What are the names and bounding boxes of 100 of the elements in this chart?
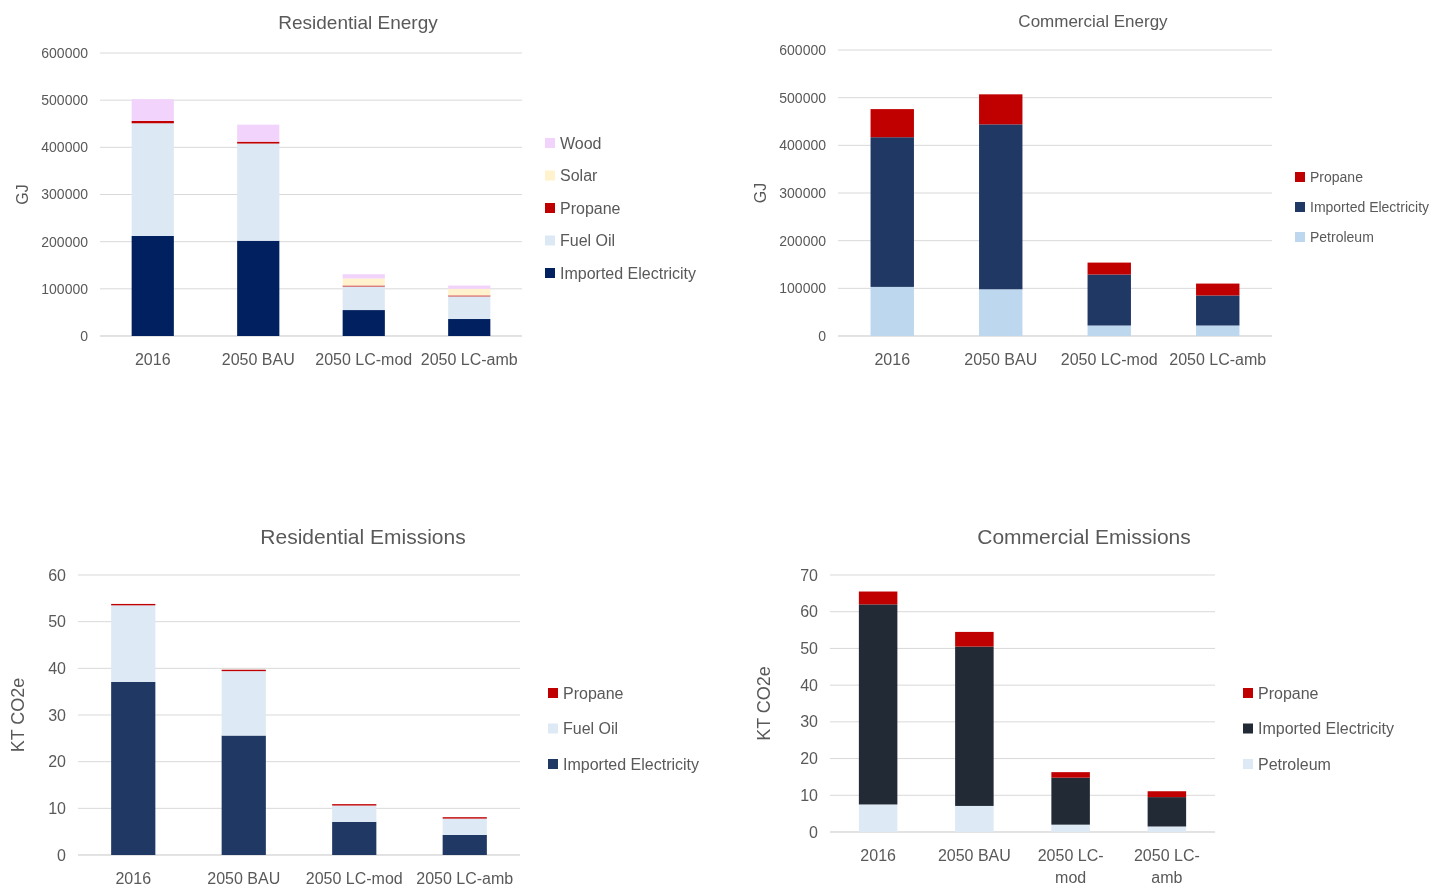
bar (237, 124, 280, 142)
y-tick-label: 40 (800, 676, 819, 694)
chart-title: Commercial Emissions (977, 525, 1191, 549)
legend-label: Imported Electricity (1258, 720, 1395, 738)
bar (1196, 283, 1240, 296)
legend-label: Imported Electricity (560, 264, 697, 282)
legend-label: Petroleum (1258, 755, 1331, 773)
bar (955, 631, 994, 647)
y-axis-title: KT CO2e (754, 666, 774, 741)
bar (1147, 791, 1187, 798)
x-tick-label: 2016 (874, 351, 911, 368)
bar (221, 735, 266, 855)
x-tick-label: 2016 (860, 847, 897, 864)
y-tick-label: 10 (800, 786, 819, 804)
y-tick-label: 30 (800, 713, 819, 731)
legend-label: Fuel Oil (560, 232, 616, 250)
x-tick-label: 2050 LC-mod (315, 351, 413, 368)
chart-title: Commercial Energy (1018, 11, 1169, 31)
y-tick-label: 40 (48, 659, 67, 677)
y-tick-label: 200000 (779, 232, 827, 249)
y-tick-label: 100000 (779, 280, 827, 297)
bar (221, 671, 266, 736)
bar (870, 109, 914, 138)
legend-label: Petroleum (1310, 228, 1374, 245)
bar (332, 805, 377, 822)
x-tick-label: 2050 LC-mod (1037, 847, 1104, 886)
bar (131, 236, 174, 336)
y-tick-label: 20 (800, 750, 819, 768)
bar (1196, 325, 1240, 336)
y-tick-label: 20 (48, 753, 67, 771)
x-tick-label: 2050 BAU (937, 847, 1011, 864)
y-tick-label: 300000 (779, 184, 827, 201)
bar (1087, 274, 1131, 326)
y-tick-label: 500000 (41, 92, 89, 109)
y-tick-label: 30 (48, 706, 67, 724)
x-tick-label: 2050 BAU (221, 351, 295, 368)
legend-label: Wood (560, 134, 602, 152)
y-tick-label: 200000 (41, 233, 89, 250)
bar (1147, 826, 1187, 832)
y-tick-label: 400000 (41, 139, 89, 156)
y-tick-label: 50 (800, 640, 819, 658)
y-tick-label: 0 (80, 327, 89, 344)
bar (979, 289, 1023, 336)
chart-title: Residential Energy (278, 11, 439, 33)
bar (111, 681, 156, 855)
bar (131, 99, 174, 121)
x-tick-label: 2050 LC-amb (420, 351, 518, 368)
x-tick-label: 2016 (134, 351, 171, 368)
bar (955, 646, 994, 806)
y-tick-label: 100000 (41, 280, 89, 297)
legend-label: Propane (563, 684, 624, 702)
bar (342, 310, 385, 336)
bar (342, 274, 385, 279)
bar (858, 804, 898, 832)
bar (448, 288, 491, 296)
x-tick-label: 2016 (115, 870, 152, 886)
x-tick-label: 2050 LC-mod (305, 870, 403, 886)
y-tick-label: 10 (48, 799, 67, 817)
bar (979, 94, 1023, 125)
x-tick-label: 2050 LC-amb (1133, 847, 1200, 886)
chart-title: Residential Emissions (260, 525, 466, 549)
bar (342, 286, 385, 311)
bar (131, 123, 174, 237)
legend-label: Imported Electricity (563, 755, 700, 773)
bar (448, 319, 491, 336)
legend-label: Propane (560, 199, 621, 217)
x-tick-label: 2050 LC-amb (416, 870, 514, 886)
y-tick-label: 300000 (41, 186, 89, 203)
y-tick-label: 600000 (779, 41, 827, 58)
y-tick-label: 0 (809, 823, 819, 841)
y-tick-label: 50 (48, 613, 67, 631)
x-tick-label: 2050 LC-mod (1060, 351, 1158, 368)
bar (1051, 824, 1090, 832)
bar (870, 286, 914, 336)
bar (448, 285, 491, 289)
y-tick-label: 0 (818, 327, 827, 344)
bar (1051, 777, 1090, 825)
bar (448, 296, 491, 320)
bar (1196, 295, 1240, 326)
legend-label: Solar (560, 167, 599, 185)
bar (858, 591, 898, 605)
x-tick-label: 2050 LC-amb (1169, 351, 1267, 368)
bar (342, 278, 385, 286)
bar (442, 818, 487, 835)
y-tick-label: 400000 (779, 137, 827, 154)
bar (442, 834, 487, 855)
y-axis-title: GJ (752, 182, 769, 204)
bar (1147, 797, 1187, 827)
legend-label: Imported Electricity (1310, 198, 1430, 215)
bar (955, 805, 994, 832)
bar (979, 124, 1023, 290)
y-tick-label: 60 (48, 566, 67, 584)
x-tick-label: 2050 BAU (964, 351, 1038, 368)
bar (111, 605, 156, 682)
legend-label: Propane (1258, 684, 1319, 702)
y-tick-label: 70 (800, 566, 819, 584)
legend-label: Fuel Oil (563, 720, 619, 738)
y-tick-label: 600000 (41, 44, 89, 61)
bar (858, 604, 898, 805)
bar (1051, 772, 1090, 778)
